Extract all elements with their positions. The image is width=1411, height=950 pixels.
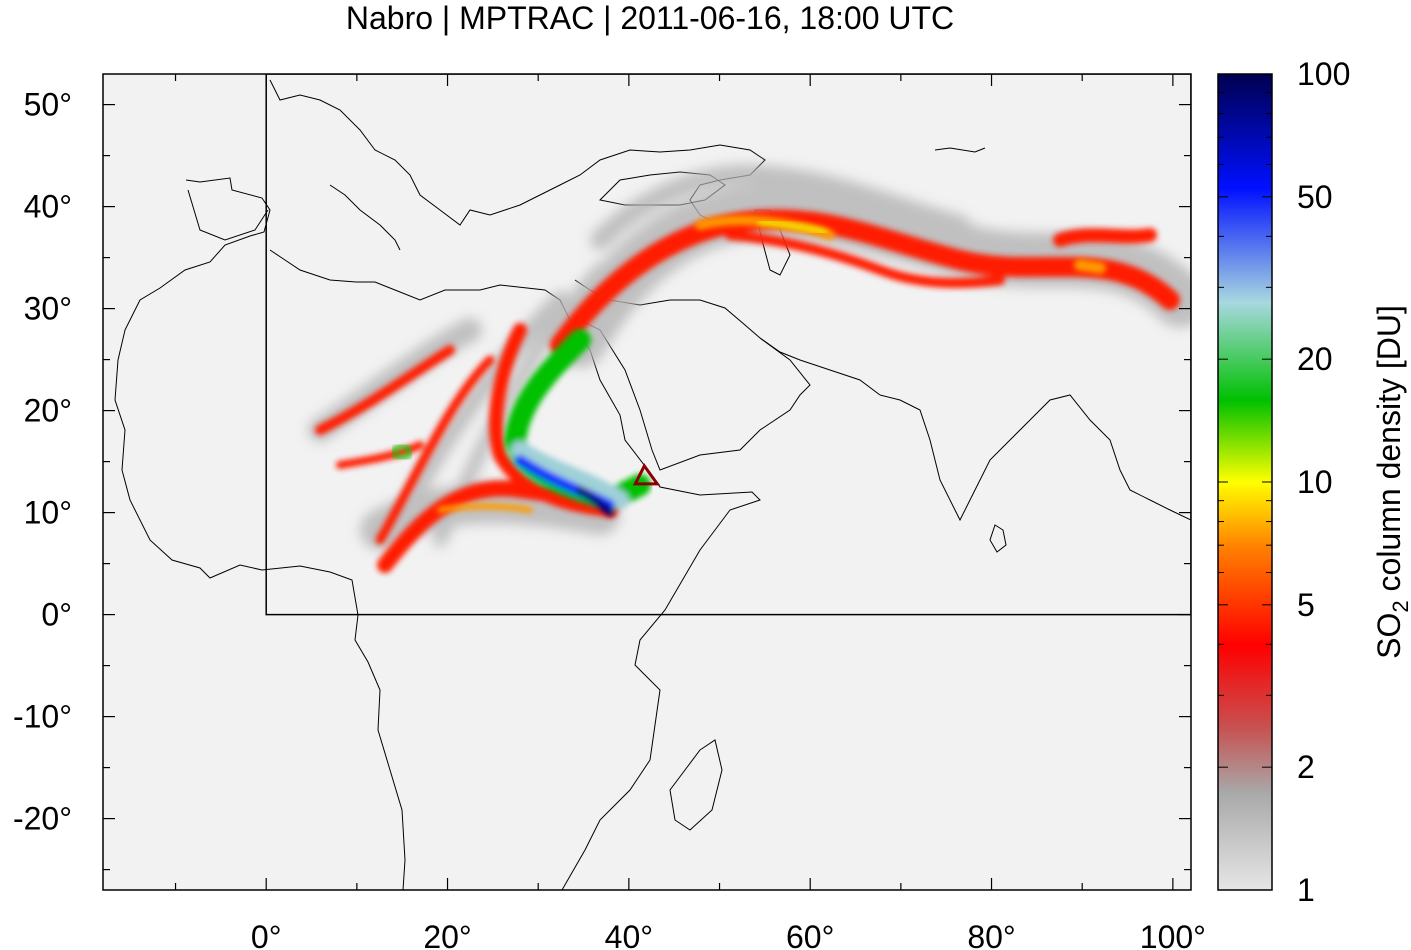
y-tick-label: 0°	[41, 597, 72, 633]
colorbar-ticks: 100 50 20 10 5 2 1	[1218, 56, 1350, 908]
y-tick-label: 30°	[24, 291, 72, 327]
colorbar-label: SO2 column density [DU]	[1371, 305, 1411, 659]
colorbar-tick-label: 2	[1297, 749, 1315, 785]
coastline-africa	[114, 177, 406, 890]
coastline-siberia	[934, 147, 986, 153]
colorbar-tick-label: 20	[1297, 341, 1333, 377]
region-box	[265, 74, 1191, 616]
x-tick-label: 60°	[786, 919, 834, 950]
colorbar-tick-label: 1	[1297, 872, 1315, 908]
y-tick-label: 50°	[24, 87, 72, 123]
x-tick-label: 40°	[605, 919, 653, 950]
colorbar-tick-label: 100	[1297, 56, 1350, 92]
x-tick-label: 100°	[1140, 919, 1206, 950]
colorbar-tick-label: 5	[1297, 587, 1315, 623]
coastline-madagascar	[669, 739, 723, 831]
colorbar-tick-label: 10	[1297, 464, 1333, 500]
y-tick-label: -20°	[13, 801, 72, 837]
plume-spot	[392, 444, 412, 460]
coastline-africa-east	[269, 249, 761, 890]
y-axis: 50° 40° 30° 20° 10° 0° -10° -20°	[13, 87, 1191, 871]
coastline-iberia	[187, 189, 269, 241]
y-tick-label: 10°	[24, 495, 72, 531]
x-tick-label: 80°	[967, 919, 1015, 950]
x-tick-label: 0°	[251, 919, 282, 950]
volcano-marker-icon	[632, 463, 661, 486]
map-frame	[102, 73, 1192, 891]
coastline-persian-gulf	[759, 337, 881, 396]
y-tick-label: 40°	[24, 189, 72, 225]
x-axis: 0° 20° 40° 60° 80° 100°	[174, 74, 1206, 950]
map-title: Nabro | MPTRAC | 2011-06-16, 18:00 UTC	[345, 0, 955, 36]
coastline-sri-lanka	[989, 524, 1007, 553]
x-tick-label: 20°	[423, 919, 471, 950]
y-tick-label: -10°	[13, 699, 72, 735]
colorbar-tick-label: 50	[1297, 179, 1333, 215]
coastline-italy	[329, 184, 401, 251]
coastline-india	[879, 394, 1191, 522]
so2-plume	[308, 164, 1191, 573]
map-content	[114, 74, 1191, 890]
y-tick-label: 20°	[24, 393, 72, 429]
coastline-arabia	[574, 279, 811, 471]
